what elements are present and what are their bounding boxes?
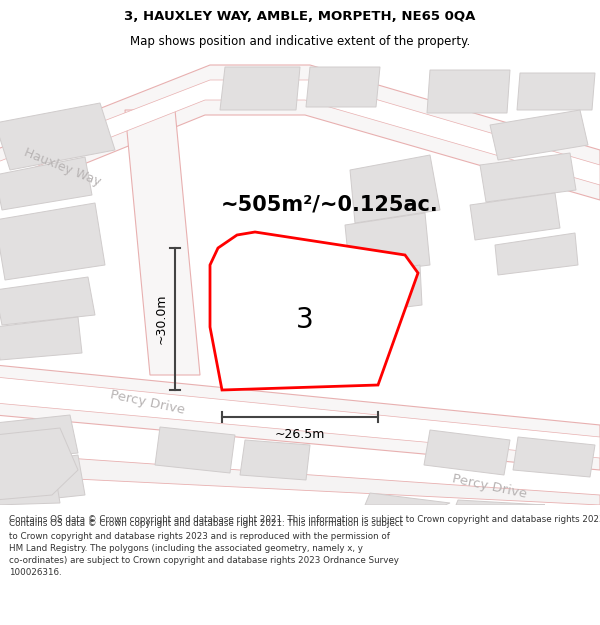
Polygon shape <box>0 428 78 500</box>
Polygon shape <box>427 70 510 113</box>
Polygon shape <box>220 67 300 110</box>
Polygon shape <box>456 500 545 505</box>
Polygon shape <box>0 103 115 170</box>
Polygon shape <box>0 157 92 210</box>
Polygon shape <box>355 265 422 313</box>
Polygon shape <box>0 453 600 505</box>
Text: Percy Drive: Percy Drive <box>109 389 187 418</box>
Polygon shape <box>0 377 600 458</box>
Text: Hauxley Way: Hauxley Way <box>284 269 376 306</box>
Polygon shape <box>0 473 60 505</box>
Polygon shape <box>5 455 85 503</box>
Polygon shape <box>490 110 588 160</box>
Text: 3: 3 <box>296 306 314 334</box>
Polygon shape <box>240 440 310 480</box>
Text: Hauxley Way: Hauxley Way <box>22 146 103 188</box>
Polygon shape <box>0 65 600 200</box>
Polygon shape <box>125 110 200 375</box>
Polygon shape <box>0 277 95 325</box>
Polygon shape <box>210 232 418 390</box>
Polygon shape <box>0 365 600 470</box>
Polygon shape <box>155 427 235 473</box>
Polygon shape <box>345 213 430 275</box>
Polygon shape <box>350 155 440 223</box>
Polygon shape <box>0 203 105 280</box>
Polygon shape <box>513 437 595 477</box>
Polygon shape <box>517 73 595 110</box>
Polygon shape <box>365 493 450 505</box>
Text: ~30.0m: ~30.0m <box>155 294 167 344</box>
Text: Contains OS data © Crown copyright and database right 2021. This information is : Contains OS data © Crown copyright and d… <box>9 514 600 524</box>
Text: Contains OS data © Crown copyright and database right 2021. This information is : Contains OS data © Crown copyright and d… <box>9 519 403 577</box>
Polygon shape <box>480 153 576 202</box>
Polygon shape <box>0 415 78 460</box>
Polygon shape <box>0 80 600 185</box>
Polygon shape <box>0 317 82 360</box>
Polygon shape <box>306 67 380 107</box>
Text: Map shows position and indicative extent of the property.: Map shows position and indicative extent… <box>130 35 470 48</box>
Polygon shape <box>495 233 578 275</box>
Text: Percy Drive: Percy Drive <box>451 472 529 501</box>
Text: 3, HAUXLEY WAY, AMBLE, MORPETH, NE65 0QA: 3, HAUXLEY WAY, AMBLE, MORPETH, NE65 0QA <box>124 10 476 23</box>
Text: ~505m²/~0.125ac.: ~505m²/~0.125ac. <box>221 195 439 215</box>
Polygon shape <box>470 193 560 240</box>
Text: ~26.5m: ~26.5m <box>275 429 325 441</box>
Polygon shape <box>424 430 510 475</box>
